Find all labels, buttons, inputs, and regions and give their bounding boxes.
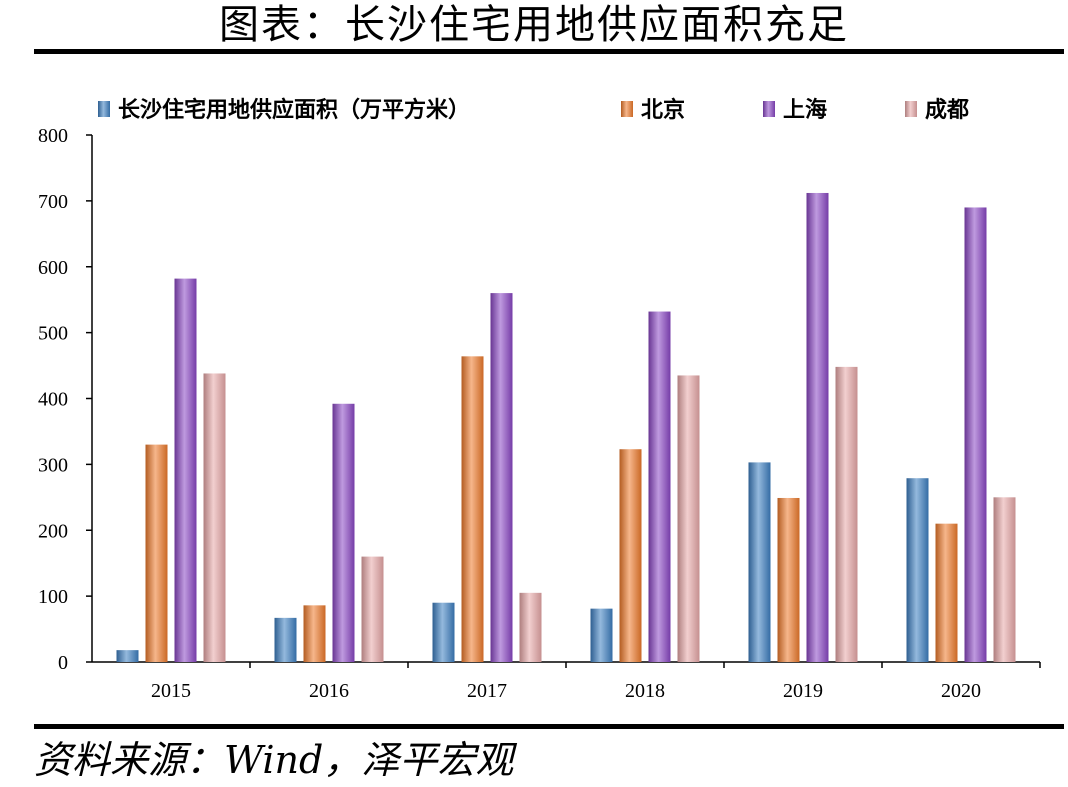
legend-item: 上海 <box>763 97 827 123</box>
bar <box>361 556 384 662</box>
bar <box>332 403 355 662</box>
legend-swatch <box>621 101 633 117</box>
legend-swatch <box>98 101 110 117</box>
y-tick-label: 600 <box>38 257 68 279</box>
bar <box>777 497 800 662</box>
bar <box>203 373 226 662</box>
chart-title: 图表：长沙住宅用地供应面积充足 <box>219 2 849 48</box>
legend-item: 成都 <box>905 98 969 123</box>
y-tick-label: 500 <box>38 323 68 345</box>
bar <box>964 207 987 662</box>
legend: 长沙住宅用地供应面积（万平方米） 北京 上海 成都 <box>98 97 969 123</box>
bar <box>274 617 297 662</box>
bar <box>116 650 139 662</box>
bar-chart: 长沙住宅用地供应面积（万平方米） 北京 上海 成都 0 100 200 300 400 500 6… <box>38 97 1041 702</box>
bar <box>835 366 858 662</box>
legend-label: 成都 <box>925 98 969 123</box>
x-tick-label: 2015 <box>151 680 191 702</box>
bar <box>461 356 484 662</box>
x-tick-label: 2019 <box>783 680 823 702</box>
x-tick-label: 2020 <box>941 680 981 702</box>
legend-label: 上海 <box>783 97 827 123</box>
y-tick-label: 700 <box>38 191 68 213</box>
top-rule <box>34 49 1064 54</box>
source-note: 资料来源：Wind，泽平宏观 <box>34 738 514 782</box>
bar <box>590 608 613 662</box>
y-tick-label: 400 <box>38 389 68 411</box>
bar <box>677 375 700 662</box>
x-tick-label: 2016 <box>309 680 349 702</box>
legend-label: 北京 <box>641 97 685 123</box>
bar <box>993 497 1016 662</box>
bar <box>648 311 671 662</box>
legend-swatch <box>763 101 775 117</box>
y-tick-label: 800 <box>38 125 68 147</box>
legend-item: 北京 <box>621 97 685 123</box>
bar <box>145 444 168 662</box>
x-tick-label: 2017 <box>467 680 507 702</box>
bar <box>619 449 642 662</box>
y-tick-label: 0 <box>58 652 68 674</box>
legend-swatch <box>905 101 917 117</box>
bar <box>432 602 455 662</box>
bars <box>116 192 1016 662</box>
bar <box>174 278 197 662</box>
bar <box>906 478 929 662</box>
bar <box>748 462 771 662</box>
bar <box>303 605 326 662</box>
y-tick-label: 100 <box>38 586 68 608</box>
axes: 0 100 200 300 400 500 600 700 800 2015 2016 2017 201… <box>38 125 1041 702</box>
legend-item: 长沙住宅用地供应面积（万平方米） <box>98 97 470 123</box>
bar <box>519 592 542 662</box>
bottom-rule <box>34 724 1064 729</box>
x-tick-label: 2018 <box>625 680 665 702</box>
bar <box>935 523 958 662</box>
bar <box>490 293 513 662</box>
y-tick-label: 200 <box>38 520 68 542</box>
y-tick-label: 300 <box>38 454 68 476</box>
bar <box>806 192 829 662</box>
legend-label: 长沙住宅用地供应面积（万平方米） <box>118 97 470 123</box>
